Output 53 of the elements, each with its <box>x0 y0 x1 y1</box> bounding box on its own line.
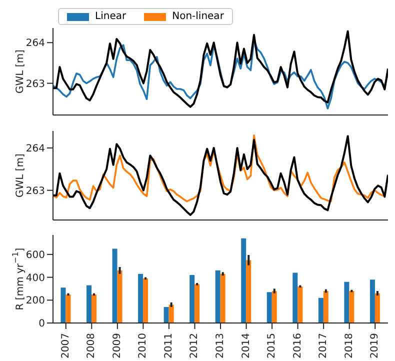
bar <box>349 291 354 323</box>
line-series <box>53 135 388 216</box>
bar <box>374 293 380 323</box>
bar <box>292 272 298 323</box>
bar <box>60 288 66 323</box>
bar <box>220 274 226 323</box>
y-tick-label: 200 <box>26 296 45 307</box>
bar <box>190 275 195 323</box>
y-axis-title: GWL [m] <box>14 49 26 94</box>
x-tick-label: 2014 <box>240 333 252 358</box>
bar <box>143 278 148 323</box>
x-tick-label: 2011 <box>163 333 174 358</box>
y-tick-label: 264 <box>26 38 45 50</box>
y-tick-label: 0 <box>38 318 45 330</box>
bar <box>318 298 324 323</box>
bar <box>86 285 92 323</box>
y-axis-title: GWL [m] <box>14 153 26 198</box>
x-tick-label: 2013 <box>215 333 226 358</box>
x-tick-label: 2007 <box>60 333 72 358</box>
x-tick-label: 2010 <box>138 333 149 358</box>
bar <box>344 282 350 323</box>
y-tick-label: 264 <box>26 144 45 154</box>
x-tick-label: 2019 <box>370 333 381 358</box>
x-tick-label: 2015 <box>266 333 278 358</box>
bar <box>117 270 122 323</box>
x-tick-label: 2017 <box>318 333 330 358</box>
y-tick-label: 400 <box>26 272 45 284</box>
bar <box>323 291 328 323</box>
bar <box>298 286 303 323</box>
bar <box>370 280 375 323</box>
bar <box>266 292 272 323</box>
y-tick-label: 263 <box>26 78 45 90</box>
legend-label: Linear <box>95 11 126 22</box>
bar <box>241 238 246 323</box>
x-tick-label: 2016 <box>292 333 304 358</box>
bar <box>215 270 220 323</box>
line-series <box>53 134 388 202</box>
bar <box>112 248 118 323</box>
x-tick-label: 2012 <box>189 333 200 358</box>
bar <box>168 304 174 323</box>
bar <box>272 291 277 323</box>
x-tick-label: 2008 <box>86 333 98 358</box>
x-tick-label: 2018 <box>344 333 355 358</box>
bar <box>92 294 96 323</box>
y-tick-label: 263 <box>26 186 45 197</box>
bar <box>194 284 200 323</box>
bar <box>164 307 169 323</box>
bar <box>66 294 71 323</box>
x-tick-label: 2009 <box>112 333 123 358</box>
legend-label: Non-linear <box>172 11 224 22</box>
y-tick-label: 600 <box>26 250 45 261</box>
bar <box>246 260 252 323</box>
bar <box>138 274 144 323</box>
